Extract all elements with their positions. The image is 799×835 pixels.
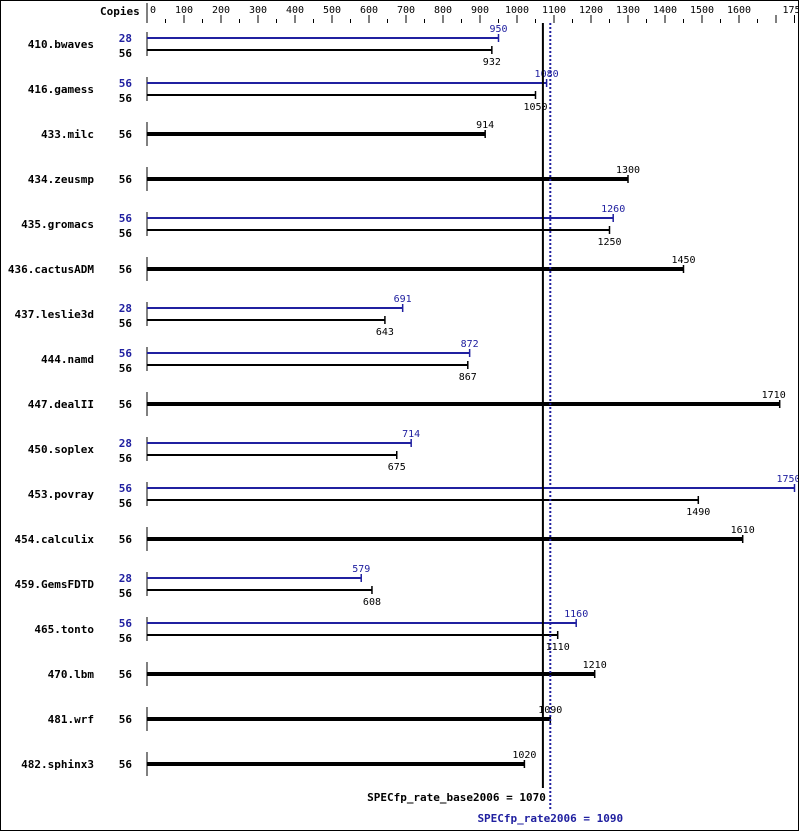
tick-label: 1600 <box>727 5 751 16</box>
data-label: 608 <box>363 597 381 608</box>
benchmark-label: 433.milc <box>41 128 94 141</box>
tick-label: 100 <box>175 5 193 16</box>
tick-label: 800 <box>434 5 452 16</box>
data-label: 1610 <box>731 525 755 536</box>
data-label: 914 <box>476 120 494 131</box>
data-label: 1260 <box>601 204 625 215</box>
tick-label: 600 <box>360 5 378 16</box>
data-label: 1250 <box>597 237 621 248</box>
benchmark-label: 444.namd <box>41 353 94 366</box>
base-copies: 56 <box>119 227 133 240</box>
data-label: 1210 <box>583 660 607 671</box>
data-label: 950 <box>489 24 507 35</box>
benchmark-label: 470.lbm <box>48 668 95 681</box>
peak-ref-label: SPECfp_rate2006 = 1090 <box>477 812 623 825</box>
benchmark-label: 410.bwaves <box>28 38 94 51</box>
base-ref-label: SPECfp_rate_base2006 = 1070 <box>367 791 546 804</box>
base-copies: 56 <box>119 632 133 645</box>
base-copies: 56 <box>119 533 133 546</box>
data-label: 1160 <box>564 609 588 620</box>
data-label: 1490 <box>686 507 710 518</box>
tick-label: 700 <box>397 5 415 16</box>
benchmark-label: 450.soplex <box>28 443 95 456</box>
data-label: 1050 <box>523 102 547 113</box>
benchmark-label: 454.calculix <box>15 533 95 546</box>
peak-copies: 28 <box>119 302 132 315</box>
base-copies: 56 <box>119 47 133 60</box>
data-label: 872 <box>461 339 479 350</box>
data-label: 932 <box>483 57 501 68</box>
benchmark-label: 447.dealII <box>28 398 94 411</box>
tick-label: 1000 <box>505 5 529 16</box>
tick-label: 400 <box>286 5 304 16</box>
data-label: 1080 <box>535 69 559 80</box>
data-label: 1020 <box>512 750 536 761</box>
peak-copies: 56 <box>119 617 133 630</box>
tick-label: 1750 <box>782 5 798 16</box>
benchmark-label: 459.GemsFDTD <box>15 578 95 591</box>
tick-label: 1300 <box>616 5 640 16</box>
tick-label: 1500 <box>690 5 714 16</box>
tick-label: 300 <box>249 5 267 16</box>
benchmark-label: 435.gromacs <box>21 218 94 231</box>
peak-copies: 56 <box>119 77 133 90</box>
tick-label: 200 <box>212 5 230 16</box>
base-copies: 56 <box>119 263 133 276</box>
benchmark-label: 437.leslie3d <box>15 308 94 321</box>
benchmark-label: 482.sphinx3 <box>21 758 94 771</box>
data-label: 691 <box>394 294 412 305</box>
peak-copies: 56 <box>119 212 133 225</box>
data-label: 1110 <box>546 642 570 653</box>
data-label: 643 <box>376 327 394 338</box>
base-copies: 56 <box>119 317 133 330</box>
peak-copies: 56 <box>119 482 133 495</box>
data-label: 1750 <box>776 474 798 485</box>
base-copies: 56 <box>119 173 133 186</box>
tick-label: 1100 <box>542 5 566 16</box>
base-copies: 56 <box>119 92 133 105</box>
base-copies: 56 <box>119 452 133 465</box>
peak-copies: 56 <box>119 347 133 360</box>
data-label: 867 <box>459 372 477 383</box>
base-copies: 56 <box>119 668 133 681</box>
data-label: 579 <box>352 564 370 575</box>
peak-copies: 28 <box>119 437 132 450</box>
tick-label: 0 <box>150 5 156 16</box>
base-copies: 56 <box>119 758 133 771</box>
benchmark-label: 465.tonto <box>34 623 94 636</box>
data-label: 1300 <box>616 165 640 176</box>
tick-label: 1200 <box>579 5 603 16</box>
tick-label: 900 <box>471 5 489 16</box>
peak-copies: 28 <box>119 572 132 585</box>
data-label: 675 <box>388 462 406 473</box>
base-copies: 56 <box>119 128 133 141</box>
base-copies: 56 <box>119 398 133 411</box>
data-label: 1450 <box>671 255 695 266</box>
data-label: 1710 <box>762 390 786 401</box>
axis-label: Copies <box>100 5 140 18</box>
benchmark-label: 436.cactusADM <box>8 263 94 276</box>
base-copies: 56 <box>119 713 133 726</box>
benchmark-label: 434.zeusmp <box>28 173 95 186</box>
peak-copies: 28 <box>119 32 132 45</box>
tick-label: 500 <box>323 5 341 16</box>
benchmark-label: 481.wrf <box>48 713 94 726</box>
base-copies: 56 <box>119 362 133 375</box>
benchmark-label: 453.povray <box>28 488 95 501</box>
base-copies: 56 <box>119 497 133 510</box>
benchmark-label: 416.gamess <box>28 83 94 96</box>
base-copies: 56 <box>119 587 133 600</box>
data-label: 714 <box>402 429 420 440</box>
data-label: 1090 <box>538 705 562 716</box>
tick-label: 1400 <box>653 5 677 16</box>
